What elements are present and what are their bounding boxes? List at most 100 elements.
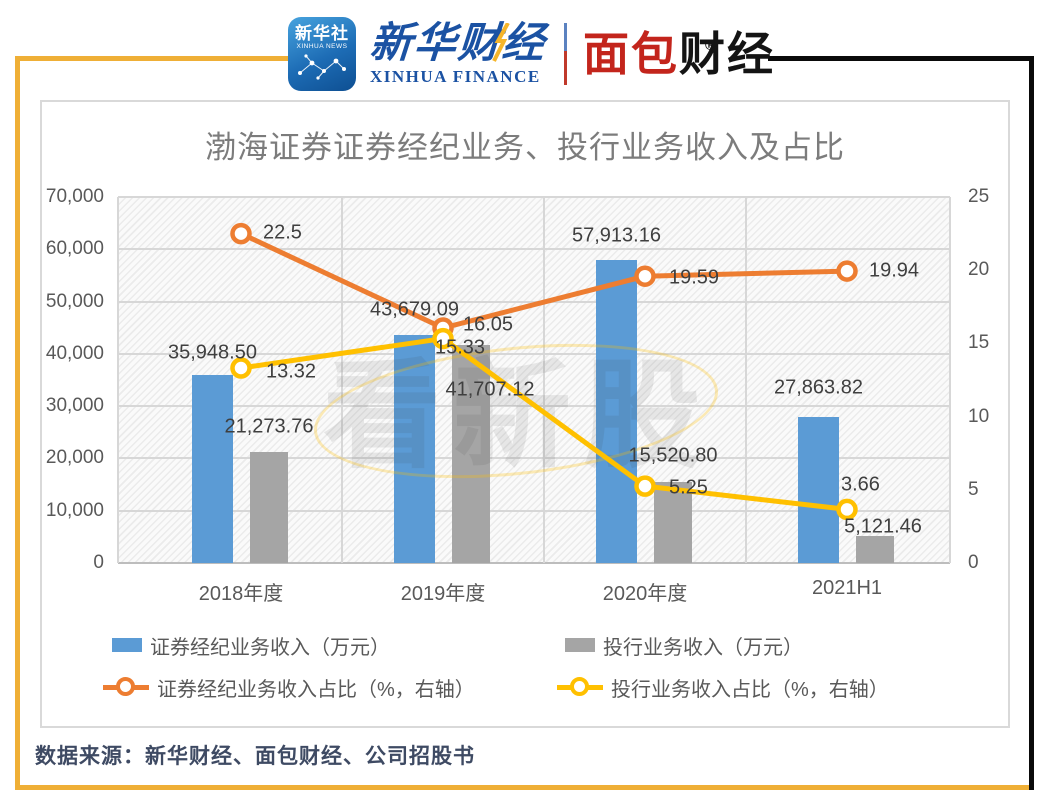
legend-label: 投行业务收入占比（%，右轴）: [611, 678, 889, 701]
line-marker: [230, 222, 252, 245]
bar-data-label: 35,948.50: [168, 341, 257, 364]
line-data-label: 22.5: [263, 221, 302, 244]
bar-ib-1: [452, 344, 490, 563]
legend-item-ib-ratio: 投行业务收入占比（%，右轴）: [557, 674, 889, 701]
y-axis-tick-right: 25: [968, 186, 990, 207]
x-axis-label: 2018年度: [198, 583, 284, 605]
legend-item-brokerage-revenue: 证券经纪业务收入（万元）: [112, 632, 390, 659]
mianbao-cn-black: 财经: [679, 28, 776, 80]
mianbao-cn-red: 面包: [583, 28, 680, 80]
grid-line-v: [117, 197, 119, 563]
y-axis-tick-right: 0: [968, 552, 979, 573]
logo-bar: 新华社 XINHUA NEWS 新华财经 XINHUA FINANCE: [288, 8, 773, 100]
legend-swatch-yellow-line: [557, 676, 603, 698]
grid-line-h: [118, 562, 950, 564]
watermark-text: 看新股: [322, 350, 714, 483]
y-axis-tick-right: 10: [968, 405, 990, 427]
legend-marker-dot: [570, 677, 589, 696]
frame-top-right-black: [768, 56, 1034, 61]
xinhua-news-en: XINHUA NEWS: [296, 43, 348, 50]
y-axis-tick-left: 60,000: [45, 238, 104, 260]
line-data-label: 13.32: [266, 360, 317, 383]
line-data-label: 15.33: [435, 336, 486, 359]
line-path: [240, 335, 848, 512]
line-marker: [836, 498, 858, 521]
grid-line-v: [543, 197, 545, 563]
y-axis-tick-right: 20: [968, 259, 990, 281]
line-series-svg: [230, 222, 858, 521]
grid-line-v: [745, 197, 747, 563]
y-axis-tick-left: 50,000: [45, 290, 104, 312]
line-path: [239, 231, 848, 331]
chart-title: 渤海证券证券经纪业务、投行业务收入及占比: [205, 130, 845, 165]
y-axis-tick-left: 40,000: [45, 342, 104, 364]
y-axis-tick-right: 15: [968, 332, 990, 354]
y-axis-tick-left: 10,000: [45, 499, 104, 521]
line-data-label: 5.25: [669, 476, 708, 499]
line-data-label: 19.94: [869, 259, 920, 282]
bar-brokerage-3: [798, 417, 839, 563]
y-axis-tick-left: 30,000: [45, 395, 104, 417]
network-graph-icon: [298, 54, 346, 80]
line-marker: [432, 327, 454, 350]
xinhua-news-cn: 新华社: [295, 24, 349, 43]
bar-data-label: 5,121.46: [844, 515, 922, 538]
frame-right-black: [1029, 56, 1034, 790]
bar-brokerage-0: [192, 375, 233, 563]
bar-data-label: 57,913.16: [572, 224, 661, 247]
lightning-icon: [492, 23, 510, 62]
legend-label: 投行业务收入（万元）: [603, 636, 803, 659]
grid-line-h: [118, 352, 950, 355]
data-source-note: 数据来源：新华财经、面包财经、公司招股书: [35, 744, 475, 768]
bar-ib-3: [856, 536, 894, 563]
grid-line-v: [341, 197, 343, 563]
grid-line-h: [118, 457, 950, 460]
xinhua-finance-cn: 新华财经: [368, 19, 548, 66]
legend-item-brokerage-ratio: 证券经纪业务收入占比（%，右轴）: [103, 674, 475, 701]
line-marker: [634, 265, 656, 287]
xinhua-finance-logo: 新华财经 XINHUA FINANCE: [368, 19, 548, 87]
x-axis-label: 2019年度: [400, 583, 486, 605]
line-data-label: 3.66: [841, 473, 880, 496]
bar-brokerage-1: [394, 334, 435, 563]
y-axis-tick-left: 70,000: [45, 186, 104, 207]
bar-ib-2: [654, 481, 692, 563]
mianbao-finance-logo: 面包财经 ®: [583, 29, 775, 79]
line-marker: [836, 260, 858, 282]
y-axis-tick-left: 0: [93, 552, 104, 573]
frame-left-yellow: [15, 56, 20, 790]
bar-data-label: 21,273.76: [224, 415, 314, 438]
grid-line-h: [118, 196, 950, 198]
legend-item-ib-revenue: 投行业务收入（万元）: [565, 632, 803, 659]
bar-brokerage-2: [596, 260, 637, 563]
line-data-label: 19.59: [669, 266, 720, 289]
grid-line-h: [118, 300, 950, 303]
legend-swatch-blue-bar: [112, 638, 142, 652]
registered-mark: ®: [705, 37, 719, 54]
legend-label: 证券经纪业务收入占比（%，右轴）: [157, 678, 475, 701]
grid-line-h: [118, 509, 950, 512]
bar-data-label: 43,679.09: [370, 298, 459, 321]
bar-data-label: 41,707.12: [445, 378, 535, 401]
y-axis-tick-left: 20,000: [45, 447, 104, 469]
line-data-label: 16.05: [463, 313, 514, 336]
xinhua-news-app-icon: 新华社 XINHUA NEWS: [288, 17, 356, 91]
grid-line-h: [118, 248, 950, 251]
bar-data-label: 15,520.80: [628, 444, 718, 467]
legend-swatch-gray-bar: [565, 638, 595, 652]
plot-area: 70,000 60,000 50,000 40,000 30,000 20,000 10,0…: [46, 186, 989, 605]
y-axis-tick-right: 5: [968, 478, 979, 500]
x-axis-label: 2021H1: [811, 577, 883, 599]
grid-line-v: [949, 197, 951, 563]
legend-marker-dot: [116, 677, 135, 696]
line-marker: [230, 357, 252, 379]
frame-bottom-yellow: [15, 785, 1029, 790]
xinhua-finance-en: XINHUA FINANCE: [370, 67, 541, 86]
legend-label: 证券经纪业务收入（万元）: [150, 636, 390, 659]
line-marker: [634, 475, 656, 497]
bar-ib-0: [250, 451, 288, 563]
x-axis-label: 2020年度: [602, 583, 688, 605]
bar-data-label: 27,863.82: [774, 376, 863, 399]
logo-divider: [564, 23, 568, 85]
